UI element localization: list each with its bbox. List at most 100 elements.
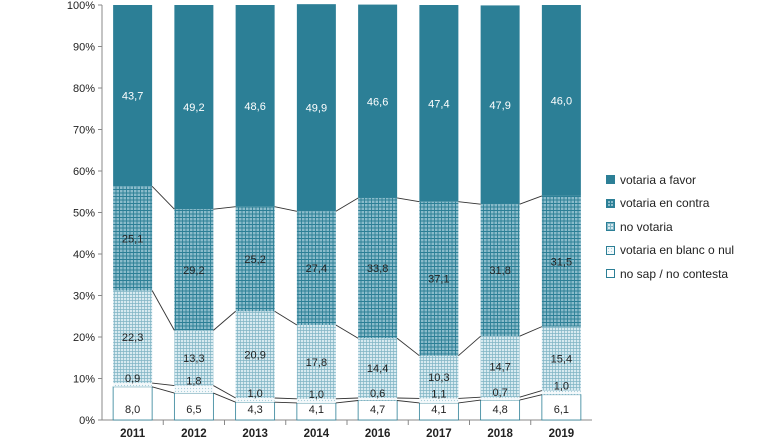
bar-segment-2013-3 xyxy=(235,206,275,312)
connector-line xyxy=(396,337,420,357)
bar-segment-2012-1 xyxy=(174,385,214,394)
bar-segment-2011-0 xyxy=(112,386,153,421)
legend-item-no-sap-no-contesta: no sap / no contesta xyxy=(606,262,734,286)
bar-segment-2016-4 xyxy=(358,4,398,198)
connector-line xyxy=(152,386,175,394)
legend-label: votaria en blanc o nul xyxy=(620,243,735,258)
connector-line xyxy=(335,397,359,400)
y-tick-label: 90% xyxy=(73,42,95,54)
data-label-2016-0: 4,7 xyxy=(370,404,385,416)
data-label-2013-3: 25,2 xyxy=(244,254,265,266)
legend-swatch-dots xyxy=(606,245,615,255)
data-label-2011-1: 0,9 xyxy=(125,373,140,385)
connector-line xyxy=(458,335,481,357)
connector-line xyxy=(458,201,481,205)
bar-segment-2012-0 xyxy=(173,392,214,421)
data-label-2017-3: 37,1 xyxy=(428,274,449,286)
legend-label: no sap / no contesta xyxy=(620,266,729,281)
legend-item-votaria-en-blanc-o-nul: votaria en blanc o nul xyxy=(606,239,734,263)
data-label-2013-1: 1,0 xyxy=(247,388,262,400)
connector-line xyxy=(519,390,543,398)
connector-line xyxy=(151,186,175,210)
legend: votaria a favor votaria en contra no vot… xyxy=(606,168,734,286)
bar-segment-2018-3 xyxy=(480,204,520,337)
bar-segment-2019-0 xyxy=(541,394,582,421)
connector-line xyxy=(274,397,297,400)
y-tick-label: 10% xyxy=(73,374,95,386)
bar-segment-2017-4 xyxy=(419,5,459,202)
bar-segment-2013-1 xyxy=(235,398,275,403)
connector-line xyxy=(519,195,543,205)
data-label-2013-2: 20,9 xyxy=(244,350,265,362)
bar-segment-2014-1 xyxy=(296,398,336,403)
data-label-2019-4: 46,0 xyxy=(551,95,572,107)
bar-segment-2017-1 xyxy=(419,398,459,403)
bar-segment-2012-2 xyxy=(174,330,214,386)
x-tick-label-2018: 2018 xyxy=(487,428,513,440)
connector-line xyxy=(397,197,420,203)
bar-segment-2014-4 xyxy=(296,4,336,212)
data-label-2014-2: 17,8 xyxy=(306,357,327,369)
bar-segment-2014-3 xyxy=(296,211,336,325)
connector-line xyxy=(213,310,236,331)
y-tick-label: 30% xyxy=(73,291,95,303)
connector-line xyxy=(152,382,175,387)
data-label-2011-3: 25,1 xyxy=(122,233,143,245)
data-label-2014-1: 1,0 xyxy=(309,389,324,401)
bar-segment-2017-3 xyxy=(419,201,459,356)
connector-line xyxy=(274,310,298,326)
x-tick-label-2014: 2014 xyxy=(304,428,330,440)
legend-swatch-plain xyxy=(606,269,615,279)
bar-segment-2011-3 xyxy=(113,186,153,291)
data-label-2019-1: 1,0 xyxy=(554,381,569,393)
data-label-2018-2: 14,7 xyxy=(489,362,510,374)
bar-segment-2017-2 xyxy=(419,355,459,399)
y-tick-label: 60% xyxy=(73,166,95,178)
connector-line xyxy=(458,396,481,399)
bar-segment-2014-2 xyxy=(296,324,336,399)
bar-segment-2018-2 xyxy=(480,336,520,398)
data-label-2018-1: 0,7 xyxy=(492,387,507,399)
connector-line xyxy=(213,206,236,210)
data-label-2012-3: 29,2 xyxy=(183,265,204,277)
x-tick-label-2011: 2011 xyxy=(120,428,146,440)
legend-swatch-solid xyxy=(606,175,615,185)
data-label-2014-4: 49,9 xyxy=(306,103,327,115)
x-tick-label-2013: 2013 xyxy=(242,428,268,440)
x-tick-label-2016: 2016 xyxy=(365,428,391,440)
bar-segment-2013-2 xyxy=(235,311,275,399)
connector-line xyxy=(397,400,420,404)
bar-segment-2018-1 xyxy=(480,397,520,401)
connector-line xyxy=(335,324,359,339)
bar-segment-2019-4 xyxy=(541,5,581,196)
data-label-2016-1: 0,6 xyxy=(370,388,385,400)
data-label-2018-3: 31,8 xyxy=(489,265,510,277)
bar-segment-2011-4 xyxy=(113,5,153,187)
bar-segment-2019-2 xyxy=(541,326,581,391)
data-label-2018-4: 47,9 xyxy=(489,100,510,112)
data-label-2017-2: 10,3 xyxy=(428,372,449,384)
data-label-2014-3: 27,4 xyxy=(306,263,327,275)
y-tick-label: 20% xyxy=(73,332,95,344)
data-label-2016-2: 14,4 xyxy=(367,363,388,375)
legend-label: votaria a favor xyxy=(620,172,697,187)
data-label-2011-4: 43,7 xyxy=(122,91,143,103)
data-label-2013-0: 4,3 xyxy=(247,404,262,416)
bar-segment-2019-3 xyxy=(541,195,581,327)
legend-item-no-votaria: no votaria xyxy=(606,215,734,239)
bar-segment-2018-4 xyxy=(480,5,520,205)
connector-line xyxy=(213,392,236,403)
data-label-2012-0: 6,5 xyxy=(186,404,201,416)
bar-segment-2012-3 xyxy=(174,209,214,331)
y-tick-label: 40% xyxy=(73,249,95,261)
data-label-2019-0: 6,1 xyxy=(554,404,569,416)
legend-item-votaria-a-favor: votaria a favor xyxy=(606,168,734,192)
legend-item-votaria-en-contra: votaria en contra xyxy=(606,192,734,216)
bar-segment-2011-1 xyxy=(113,383,153,387)
legend-label: no votaria xyxy=(620,219,673,234)
bar-segment-2016-2 xyxy=(358,338,398,399)
connector-line xyxy=(519,326,543,337)
legend-swatch-fine-grid xyxy=(606,222,615,232)
legend-swatch-grid xyxy=(606,198,615,208)
